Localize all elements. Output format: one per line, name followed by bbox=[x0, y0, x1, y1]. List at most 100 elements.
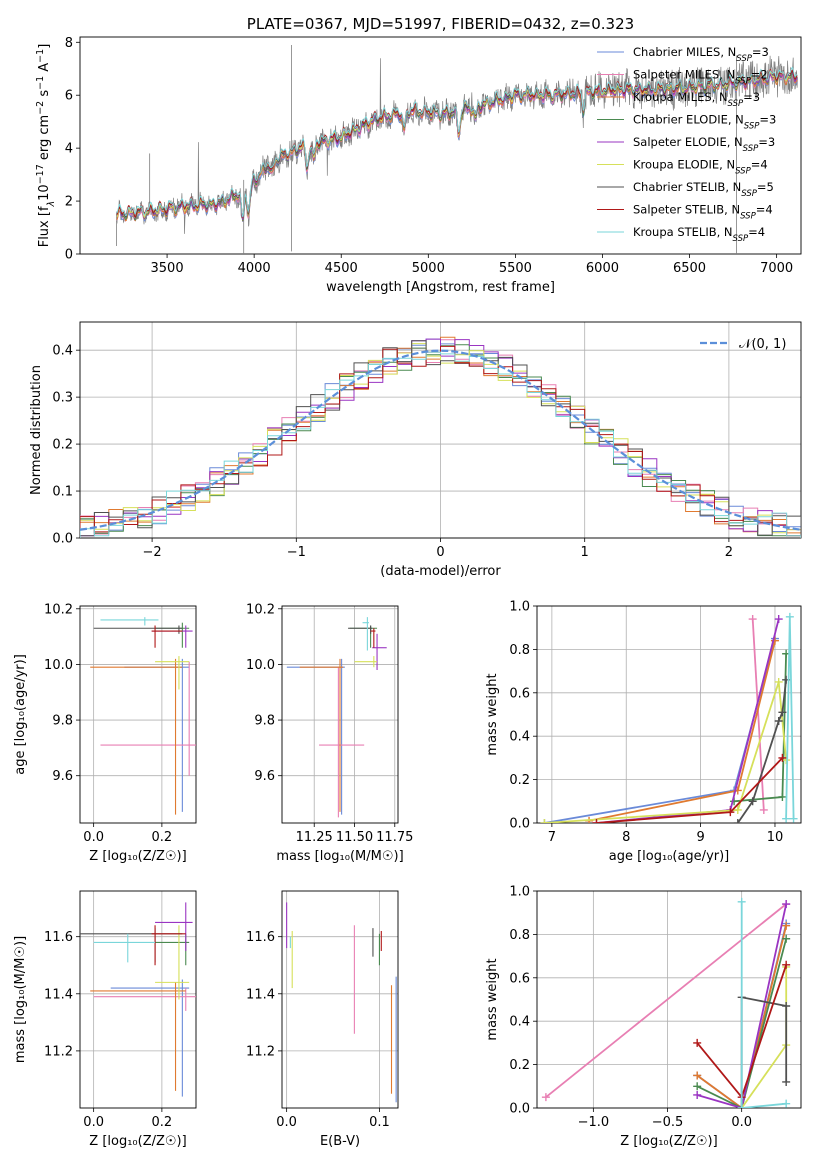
legend-label: 𝒩(0, 1) bbox=[739, 337, 786, 352]
y-axis-label: age [log₁₀(age/yr)] bbox=[13, 654, 28, 775]
tick-label-y: 0.8 bbox=[509, 643, 530, 658]
errorbar-kroupa-stelib bbox=[100, 617, 159, 626]
series-line-kroupa-stelib bbox=[785, 616, 795, 819]
series-point bbox=[789, 814, 798, 823]
axes-frame bbox=[79, 36, 802, 255]
plot-area bbox=[540, 612, 798, 823]
y-axis-label: Normed distribution bbox=[29, 365, 44, 495]
tick-label-y: 8 bbox=[65, 36, 73, 51]
tick-label-x: 0.0 bbox=[276, 1115, 297, 1130]
legend-label: Chabrier STELIB, NSSP=5 bbox=[633, 180, 774, 199]
legend-label-part: Chabrier ELODIE, N bbox=[633, 113, 744, 127]
series-point bbox=[782, 1002, 791, 1011]
tick-label-y: 0.4 bbox=[509, 1015, 530, 1030]
plot-area bbox=[286, 902, 397, 1103]
legend-label-part: SSP bbox=[740, 212, 756, 222]
errorbar-salpeter-miles bbox=[100, 661, 196, 776]
series-point bbox=[782, 900, 791, 909]
x-axis-label: Z [log₁₀(Z/Z☉)] bbox=[89, 849, 186, 864]
legend-label-part: =4 bbox=[748, 225, 765, 239]
series-point bbox=[785, 612, 794, 621]
legend-label: Chabrier ELODIE, NSSP=3 bbox=[633, 113, 776, 132]
errorbar-salpeter-miles bbox=[93, 988, 196, 1011]
series-point bbox=[748, 615, 757, 624]
tick-label-x: −1 bbox=[287, 545, 306, 560]
model-line-kroupa-stelib bbox=[116, 66, 798, 218]
tick-label-x: −1.0 bbox=[578, 1115, 610, 1130]
x-axis-label: (data-model)/error bbox=[380, 564, 501, 579]
tick-label-y: 1.0 bbox=[509, 600, 530, 615]
chart-title: PLATE=0367, MJD=51997, FIBERID=0432, z=0… bbox=[247, 15, 634, 33]
series-point bbox=[592, 819, 601, 823]
tick-label-x: 7000 bbox=[760, 261, 793, 276]
y-axis-label: mass [log₁₀(M/M☉)] bbox=[13, 936, 28, 1063]
legend-label-part: Kroupa ELODIE, N bbox=[633, 158, 735, 172]
tick-label-x: 0 bbox=[436, 545, 444, 560]
axes-spectrum: 3500 4000 4500 5000 5500 6000 6500 7000 0 2 4 6 8 wav… bbox=[65, 36, 802, 295]
tick-label-y: 9.8 bbox=[52, 714, 73, 729]
y-axis-label-part: ] bbox=[37, 44, 52, 49]
y-axis-label-part: 10 bbox=[37, 184, 52, 201]
series-point bbox=[782, 960, 791, 969]
legend-label-part: Salpeter STELIB, N bbox=[633, 203, 740, 217]
series-line-kroupa-elodie bbox=[740, 967, 788, 1108]
legend-label-part: Salpeter ELODIE, N bbox=[633, 135, 743, 149]
series-point bbox=[737, 897, 746, 906]
legend-label-part: SSP bbox=[735, 167, 751, 177]
legend-label-part: SSP bbox=[743, 144, 759, 154]
tick-label-x: 7 bbox=[548, 830, 556, 845]
legend-label-part: Chabrier MILES, N bbox=[633, 45, 736, 59]
tick-label-x: 0.2 bbox=[152, 1115, 173, 1130]
legend-label: Kroupa STELIB, NSSP=4 bbox=[633, 225, 765, 244]
series-point bbox=[778, 753, 787, 762]
normal-curve bbox=[80, 349, 801, 531]
tick-label-x: 11.25 bbox=[296, 830, 333, 845]
axes-mass_vs_EBV: 0.0 0.1 11.2 11.4 11.6 E(B-V) bbox=[246, 890, 399, 1149]
x-axis-label: E(B-V) bbox=[320, 1134, 360, 1149]
plot-area bbox=[90, 617, 196, 815]
tick-label-y: 9.6 bbox=[254, 769, 275, 784]
tick-label-y: 0.2 bbox=[509, 773, 530, 788]
tick-label-x: 0.0 bbox=[83, 1115, 104, 1130]
tick-label-y: 4 bbox=[65, 142, 73, 157]
y-axis-label-part: −17 bbox=[35, 164, 46, 184]
legend-label-part: =3 bbox=[758, 135, 775, 149]
axes-frame bbox=[79, 890, 197, 1109]
axes-frame bbox=[536, 890, 802, 1109]
tick-label-x: 2 bbox=[725, 545, 733, 560]
tick-label-y: 10.2 bbox=[44, 602, 73, 617]
tick-label-y: 0.4 bbox=[52, 344, 73, 359]
series-line-salpeter-elodie bbox=[696, 903, 788, 1108]
tick-label-y: 0.8 bbox=[509, 928, 530, 943]
errorbar-kroupa-miles bbox=[90, 982, 186, 1091]
tick-label-x: 4500 bbox=[325, 261, 358, 276]
y-axis-label-part: −1 bbox=[35, 76, 46, 90]
series-point bbox=[782, 814, 791, 823]
y-axis-label-part: A bbox=[37, 63, 52, 76]
x-axis-label: mass [log₁₀(M/M☉)] bbox=[276, 849, 403, 864]
legend-label-part: Chabrier STELIB, N bbox=[633, 180, 741, 194]
legend-label-part: SSP bbox=[744, 122, 760, 132]
legend-label: Salpeter MILES, NSSP=2 bbox=[633, 68, 768, 87]
tick-label-y: 11.4 bbox=[246, 987, 275, 1002]
plot-area bbox=[286, 617, 387, 818]
errorbar-salpeter-stelib bbox=[370, 628, 376, 648]
tick-label-x: 8 bbox=[622, 830, 630, 845]
series-point bbox=[759, 805, 768, 814]
tick-label-x: −0.5 bbox=[652, 1115, 684, 1130]
errorbar-salpeter-elodie bbox=[372, 633, 387, 670]
errorbar-kroupa-elodie bbox=[155, 925, 190, 1000]
axes-frame bbox=[281, 605, 399, 824]
errorbar-chabrier-stelib bbox=[80, 928, 183, 963]
axes-age_vs_mass: 11.25 11.50 11.75 9.6 9.8 10.0 10.2 mass [log₁₀… bbox=[246, 602, 413, 864]
axes-residuals: −2 −1 0 1 2 0.0 0.1 0.2 0.3 0.4 (data-model)/error… bbox=[29, 321, 802, 579]
legend-label: Kroupa MILES, NSSP=3 bbox=[633, 90, 760, 109]
axes-massweight_vs_Z: −1.0 −0.5 0.0 0.0 0.2 0.4 0.6 0.8 1.0 Z [log₁₀(Z/… bbox=[485, 885, 802, 1149]
y-axis-label-part: λ bbox=[46, 201, 57, 208]
tick-label-x: 6000 bbox=[586, 261, 619, 276]
tick-label-x: 11.50 bbox=[336, 830, 373, 845]
x-axis-label: wavelength [Angstrom, rest frame] bbox=[326, 280, 555, 295]
axes-frame bbox=[281, 890, 399, 1109]
series-point bbox=[693, 1038, 702, 1047]
